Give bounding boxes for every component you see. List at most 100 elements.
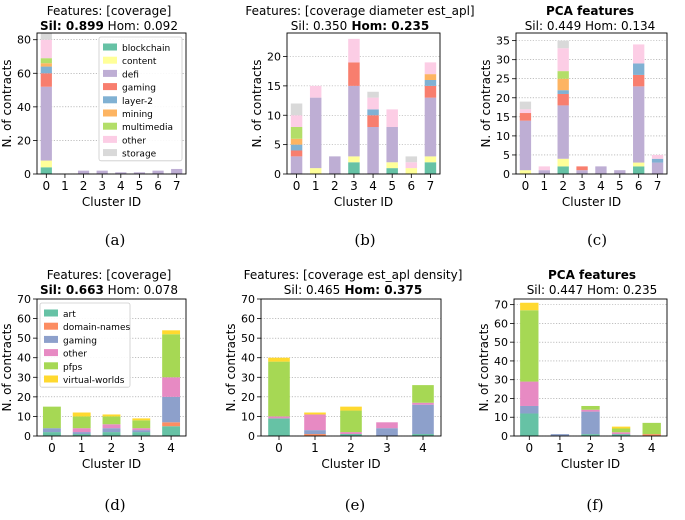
x-tick-label: 4 — [117, 179, 125, 193]
y-tick-label: 0 — [501, 430, 508, 443]
bar-segment-gaming — [412, 404, 434, 435]
y-axis-label: N. of contracts — [224, 323, 238, 411]
legend-label-pfps: pfps — [63, 363, 83, 373]
panel-label: (f) — [586, 496, 603, 514]
x-tick-label: 0 — [48, 441, 56, 455]
y-tick-label: 0 — [274, 168, 281, 181]
bar-segment-other — [376, 422, 398, 429]
legend-swatch-storage — [103, 149, 117, 157]
legend-label-blockchain: blockchain — [122, 44, 170, 54]
bar-segment-defi — [309, 97, 322, 169]
y-tick-label: 30 — [17, 371, 31, 384]
bar-segment-defi — [152, 170, 164, 174]
bar-segment-other — [40, 39, 52, 59]
x-tick-label: 1 — [540, 179, 548, 193]
bar-segment-pfps — [102, 416, 121, 425]
y-tick-label: 20 — [17, 391, 31, 404]
chart-scores: Sil: 0.465 Hom: 0.375 — [284, 283, 422, 297]
bar-segment-gaming — [424, 85, 437, 98]
bar-segment-storage — [367, 91, 379, 98]
bar-segment-defi — [557, 105, 569, 159]
x-tick-label: 0 — [293, 179, 301, 193]
legend-swatch-content — [103, 56, 117, 64]
legend-swatch-blockchain — [103, 43, 117, 51]
y-axis-label: N. of contracts — [0, 323, 14, 411]
bar-segment-content — [633, 162, 645, 167]
legend-label-other: other — [63, 350, 87, 360]
bar-segment-gaming — [576, 166, 588, 171]
bar-segment-defi — [290, 156, 303, 174]
chart-title: Features: [coverage diameter est_apl] — [245, 4, 474, 18]
bar-segment-other — [386, 109, 398, 127]
bar-segment-gaming — [633, 74, 645, 87]
bar-segment-mining — [557, 78, 569, 91]
bar-segment-defi — [576, 170, 588, 174]
chart-scores: Sil: 0.663 Hom: 0.078 — [40, 283, 178, 297]
chart-title: Features: [coverage est_apl density] — [244, 268, 463, 282]
x-tick-label: 0 — [42, 179, 50, 193]
bar-segment-content — [405, 168, 418, 174]
bar-segment-domain-names — [642, 434, 661, 436]
legend-label-layer-2: layer-2 — [122, 97, 153, 107]
bar-segment-pfps — [611, 428, 631, 433]
bar-segment-defi — [367, 127, 379, 174]
legend-swatch-multimedia — [103, 122, 117, 130]
bar-segment-storage — [405, 156, 418, 163]
legend-swatch-other — [103, 135, 117, 143]
x-tick-label: 5 — [616, 179, 624, 193]
bar-segment-pfps — [340, 410, 362, 433]
bar-segment-layer-2 — [40, 66, 52, 74]
bar-segment-storage — [290, 103, 303, 116]
x-axis-label: Cluster ID — [82, 195, 141, 209]
x-tick-label: 0 — [522, 179, 530, 193]
bar-segment-art — [162, 426, 181, 436]
bar-segment-layer-2 — [651, 158, 664, 163]
y-tick-label: 20 — [267, 51, 281, 64]
y-tick-label: 20 — [496, 92, 510, 105]
bar-segment-other — [162, 377, 181, 397]
x-tick-label: 2 — [559, 179, 567, 193]
legend-box — [39, 302, 131, 388]
bar-segment-content — [557, 158, 569, 167]
y-tick-label: 40 — [241, 352, 255, 365]
y-tick-label: 35 — [496, 35, 510, 48]
x-axis-label: Cluster ID — [334, 195, 393, 209]
bar-segment-layer-2 — [557, 90, 569, 94]
bar-segment-gaming — [42, 428, 61, 433]
bar-segment-content — [519, 170, 532, 174]
y-tick-label: 0 — [503, 168, 510, 181]
bar-segment-pfps — [268, 361, 290, 417]
bar-segment-virtual-worlds — [520, 302, 539, 311]
bar-segment-other — [290, 115, 303, 127]
bar-segment-other — [633, 44, 645, 64]
bar-segment-virtual-worlds — [611, 426, 631, 429]
bar-segment-pfps — [581, 405, 600, 410]
bar-segment-other — [309, 85, 322, 98]
x-tick-label: 1 — [312, 179, 320, 193]
y-tick-label: 50 — [17, 332, 31, 345]
chart-scores: Sil: 0.899 Hom: 0.092 — [40, 19, 178, 33]
bar-segment-pfps — [132, 420, 151, 429]
bar-segment-virtual-worlds — [268, 357, 290, 362]
bar-segment-virtual-worlds — [304, 412, 326, 415]
bar-segment-pfps — [520, 310, 539, 382]
y-tick-label: 30 — [496, 54, 510, 67]
bar-segment-gaming — [40, 73, 52, 87]
panel-label: (c) — [587, 231, 607, 249]
chart-title: PCA features — [546, 4, 634, 18]
x-tick-label: 1 — [78, 441, 86, 455]
x-tick-label: 1 — [311, 441, 319, 455]
x-tick-label: 3 — [98, 179, 106, 193]
y-tick-label: 0 — [24, 430, 31, 443]
y-tick-label: 50 — [494, 336, 508, 349]
bar-segment-defi — [386, 127, 398, 163]
bar-segment-content — [424, 156, 437, 163]
bar-segment-art — [132, 432, 151, 436]
x-tick-label: 4 — [167, 441, 175, 455]
x-tick-label: 5 — [136, 179, 144, 193]
chart-panel-2: Features: [coverage diameter est_apl]Sil… — [245, 4, 474, 249]
panel-label: (b) — [354, 231, 375, 249]
bar-segment-virtual-worlds — [102, 414, 121, 417]
chart-title: Features: [coverage] — [47, 268, 172, 282]
